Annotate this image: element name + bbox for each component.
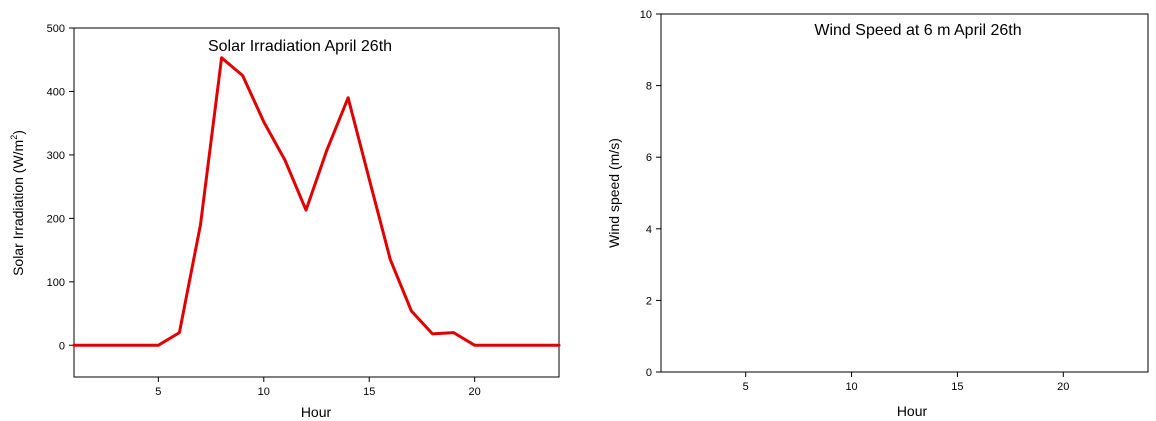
- wind-chart-title: Wind Speed at 6 m April 26th: [814, 22, 1021, 39]
- solar-x-tick-label: 20: [469, 386, 481, 398]
- solar-plot-frame: [73, 27, 560, 378]
- wind-x-tick-label: 5: [743, 381, 749, 393]
- wind-y-tick-label: 2: [646, 295, 652, 307]
- solar-y-tick-label: 200: [47, 213, 65, 225]
- solar-series-line: [72, 56, 561, 347]
- wind-x-tick-label: 20: [1057, 381, 1069, 393]
- solar-y-tick-label: 0: [59, 340, 65, 352]
- wind-x-axis-label: Hour: [897, 403, 928, 419]
- solar-irradiation-panel: Solar Irradiation April 26th Hour Solar …: [9, 23, 561, 420]
- wind-x-tick-label: 10: [845, 381, 857, 393]
- wind-y-tick-label: 0: [646, 367, 652, 379]
- wind-y-tick-label: 10: [640, 9, 652, 21]
- wind-y-tick-label: 4: [646, 224, 652, 236]
- solar-x-axis-label: Hour: [301, 404, 332, 420]
- wind-x-tick-label: 15: [951, 381, 963, 393]
- solar-y-tick-label: 400: [47, 86, 65, 98]
- wind-y-tick-label: 6: [646, 152, 652, 164]
- solar-x-tick-label: 5: [155, 386, 161, 398]
- solar-y-tick-label: 100: [47, 277, 65, 289]
- wind-y-axis-label: Wind speed (m/s): [606, 138, 622, 248]
- solar-y-axis-label-superscript: 2: [9, 135, 19, 140]
- solar-y-tick-label: 300: [47, 150, 65, 162]
- solar-x-tick-label: 15: [363, 386, 375, 398]
- solar-y-axis-label-end: ): [10, 130, 26, 135]
- wind-speed-panel: Wind Speed at 6 m April 26th Hour Wind s…: [606, 9, 1149, 419]
- solar-y-axis-label-main: Solar Irradiation (W/m: [10, 140, 26, 276]
- solar-chart-title: Solar Irradiation April 26th: [208, 38, 392, 55]
- solar-x-tick-label: 10: [258, 386, 270, 398]
- solar-y-axis-label: Solar Irradiation (W/m2): [9, 130, 26, 276]
- wind-plot-frame: [660, 13, 1149, 373]
- wind-y-tick-label: 8: [646, 81, 652, 93]
- solar-y-tick-label: 500: [47, 23, 65, 35]
